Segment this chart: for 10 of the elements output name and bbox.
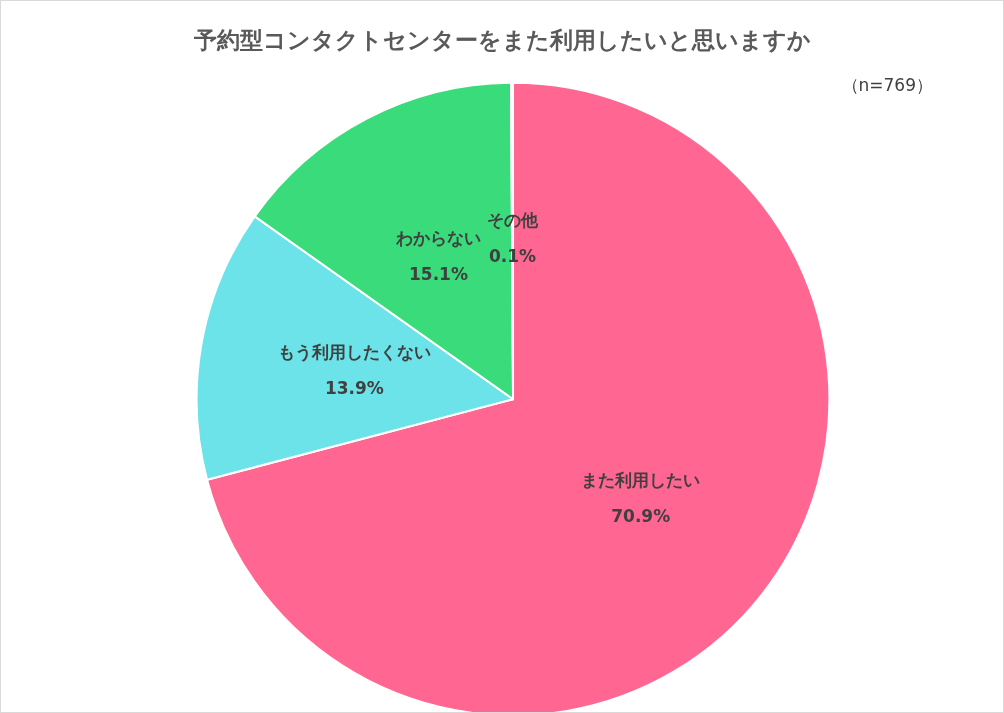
slice-label: その他 [487,209,540,230]
data-label: 0.1% [488,245,537,266]
data-label: 15.1% [409,264,468,285]
slice-label: もう利用したくない [277,342,431,363]
chart-title: 予約型コンタクトセンターをまた利用したいと思いますか [192,26,811,53]
slice-label: また利用したい [581,469,701,490]
slice-label: わからない [394,228,481,249]
data-label: 13.9% [324,378,384,399]
data-label: 70.9% [611,505,671,526]
text: （n=769） [841,74,933,95]
